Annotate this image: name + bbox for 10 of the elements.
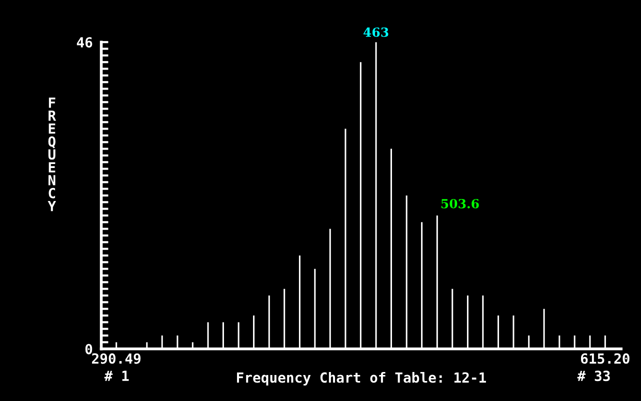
text: # 33 bbox=[577, 370, 610, 382]
annotation: 463 bbox=[364, 27, 388, 37]
text: # 1 bbox=[104, 370, 129, 381]
text: FREQUENCY bbox=[48, 98, 56, 212]
x-tick-label: 615.20 bbox=[580, 353, 630, 364]
y-tick-label: 0 bbox=[85, 344, 92, 354]
annotation: 503.6 bbox=[441, 198, 479, 208]
y-tick-label: 46 bbox=[76, 37, 92, 48]
x-tick-label: 290.49 bbox=[92, 353, 141, 364]
x-axis-title: Frequency Chart of Table: 12-1 bbox=[237, 372, 486, 386]
